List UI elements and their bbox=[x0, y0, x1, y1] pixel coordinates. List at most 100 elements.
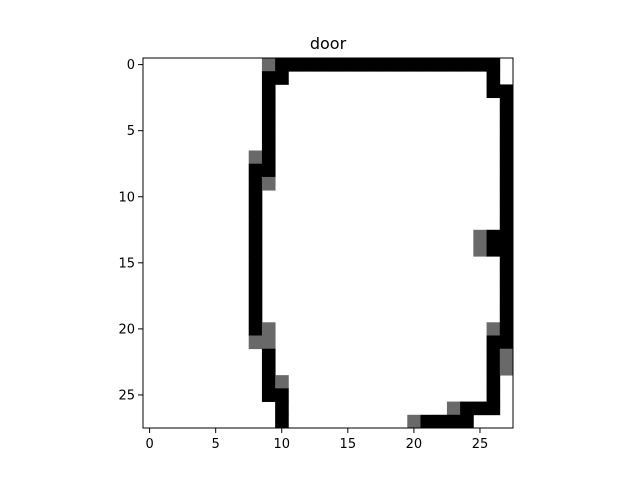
pixel-cell bbox=[473, 229, 487, 244]
pixel-cell bbox=[486, 361, 501, 376]
pixel-cell bbox=[367, 58, 382, 72]
pixel-cell bbox=[261, 375, 276, 389]
pixel-cell bbox=[288, 58, 302, 72]
x-tick-label: 25 bbox=[472, 437, 489, 452]
pixel-cell bbox=[248, 335, 263, 350]
pixel-cell bbox=[486, 243, 501, 257]
pixel-cell bbox=[486, 388, 501, 402]
pixel-cell bbox=[248, 176, 263, 191]
pixel-cell bbox=[248, 216, 263, 231]
pixel-cell bbox=[486, 322, 501, 336]
pixel-cell bbox=[328, 58, 342, 72]
pixel-cell bbox=[499, 150, 514, 165]
pixel-cell bbox=[499, 176, 514, 191]
pixel-cell bbox=[446, 58, 461, 72]
pixel-cell bbox=[460, 414, 474, 429]
pixel-cell bbox=[261, 335, 276, 350]
pixel-cell bbox=[301, 58, 316, 72]
pixel-cell bbox=[261, 388, 276, 402]
pixel-cell bbox=[314, 58, 329, 72]
pixel-cell bbox=[261, 110, 276, 125]
pixel-cell bbox=[486, 58, 501, 72]
pixel-cell bbox=[248, 322, 263, 336]
pixel-cell bbox=[275, 58, 289, 72]
pixel-cell bbox=[446, 401, 461, 416]
pixel-cell bbox=[460, 58, 474, 72]
pixel-cell bbox=[248, 243, 263, 257]
pixel-cell bbox=[248, 229, 263, 244]
pixel-cell bbox=[275, 414, 289, 429]
plot-frame bbox=[142, 57, 514, 429]
pixel-cell bbox=[499, 361, 514, 376]
pixel-cell bbox=[499, 216, 514, 231]
pixel-cell bbox=[275, 71, 289, 85]
pixel-cell bbox=[473, 243, 487, 257]
pixel-cell bbox=[499, 282, 514, 297]
pixel-cell bbox=[261, 150, 276, 165]
pixel-cell bbox=[261, 348, 276, 363]
pixel-cell bbox=[433, 58, 448, 72]
pixel-cell bbox=[261, 176, 276, 191]
pixel-cell bbox=[486, 84, 501, 99]
pixel-cell bbox=[248, 309, 263, 323]
pixel-cell bbox=[248, 282, 263, 297]
chart-title: door bbox=[310, 34, 347, 53]
y-tick-label: 25 bbox=[118, 388, 135, 403]
pixel-cell bbox=[261, 163, 276, 178]
pixel-cell bbox=[248, 295, 263, 310]
pixel-cell bbox=[380, 58, 395, 72]
x-axis: 0 5 10 15 20 25 bbox=[145, 428, 488, 452]
y-tick-label: 10 bbox=[118, 190, 135, 205]
pixel-cell bbox=[275, 401, 289, 416]
pixel-cell bbox=[499, 256, 514, 270]
pixel-cell bbox=[261, 361, 276, 376]
pixel-cell bbox=[499, 229, 514, 244]
pixel-cell bbox=[407, 414, 421, 429]
pixel-cell bbox=[261, 71, 276, 85]
pixel-cell bbox=[446, 414, 461, 429]
pixel-cell bbox=[473, 58, 487, 72]
pixel-cell bbox=[354, 58, 369, 72]
pixel-cell bbox=[486, 348, 501, 363]
y-tick-label: 20 bbox=[118, 322, 135, 337]
pixel-cell bbox=[261, 137, 276, 151]
pixel-cell bbox=[499, 348, 514, 363]
pixel-cell bbox=[486, 229, 501, 244]
pixel-cell bbox=[499, 163, 514, 178]
pixel-cell bbox=[248, 269, 263, 284]
pixel-cell bbox=[261, 58, 276, 72]
pixel-layer bbox=[248, 58, 514, 429]
pixel-cell bbox=[486, 375, 501, 389]
pixel-cell bbox=[420, 414, 435, 429]
pixel-cell bbox=[407, 58, 421, 72]
pixel-cell bbox=[499, 137, 514, 151]
pixel-cell bbox=[261, 322, 276, 336]
pixel-cell bbox=[486, 71, 501, 85]
pixel-cell bbox=[248, 150, 263, 165]
pixel-cell bbox=[275, 388, 289, 402]
pixel-cell bbox=[499, 110, 514, 125]
pixel-cell bbox=[499, 190, 514, 204]
pixel-cell bbox=[499, 124, 514, 138]
pixel-cell bbox=[261, 124, 276, 138]
plot-area bbox=[142, 57, 514, 429]
x-tick-label: 5 bbox=[212, 437, 220, 452]
pixel-cell bbox=[499, 203, 514, 217]
pixel-cell bbox=[275, 375, 289, 389]
y-axis: 0 5 10 15 20 25 bbox=[118, 58, 143, 403]
pixel-cell bbox=[486, 401, 501, 416]
pixel-cell bbox=[261, 84, 276, 99]
pixel-cell bbox=[499, 97, 514, 112]
pixel-cell bbox=[341, 58, 355, 72]
pixel-cell bbox=[486, 335, 501, 350]
pixel-cell bbox=[261, 97, 276, 112]
x-tick-label: 15 bbox=[340, 437, 357, 452]
pixel-cell bbox=[460, 401, 474, 416]
pixel-cell bbox=[248, 190, 263, 204]
pixel-cell bbox=[394, 58, 408, 72]
pixel-cell bbox=[433, 414, 448, 429]
pixel-cell bbox=[499, 322, 514, 336]
pixel-cell bbox=[420, 58, 435, 72]
x-tick-label: 10 bbox=[273, 437, 290, 452]
